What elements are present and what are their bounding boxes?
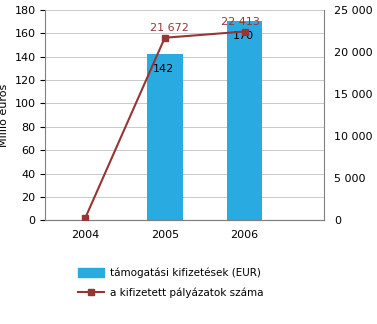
Y-axis label: Millió eurós: Millió eurós bbox=[0, 83, 9, 147]
Text: 142: 142 bbox=[153, 64, 174, 74]
Text: 22 413: 22 413 bbox=[221, 17, 259, 27]
Legend: támogatási kifizetések (EUR), a kifizetett pályázatok száma: támogatási kifizetések (EUR), a kifizete… bbox=[74, 263, 267, 302]
Text: 170: 170 bbox=[233, 31, 254, 41]
Bar bbox=[227, 21, 262, 220]
Text: 21 672: 21 672 bbox=[150, 23, 189, 33]
Bar bbox=[147, 54, 183, 220]
